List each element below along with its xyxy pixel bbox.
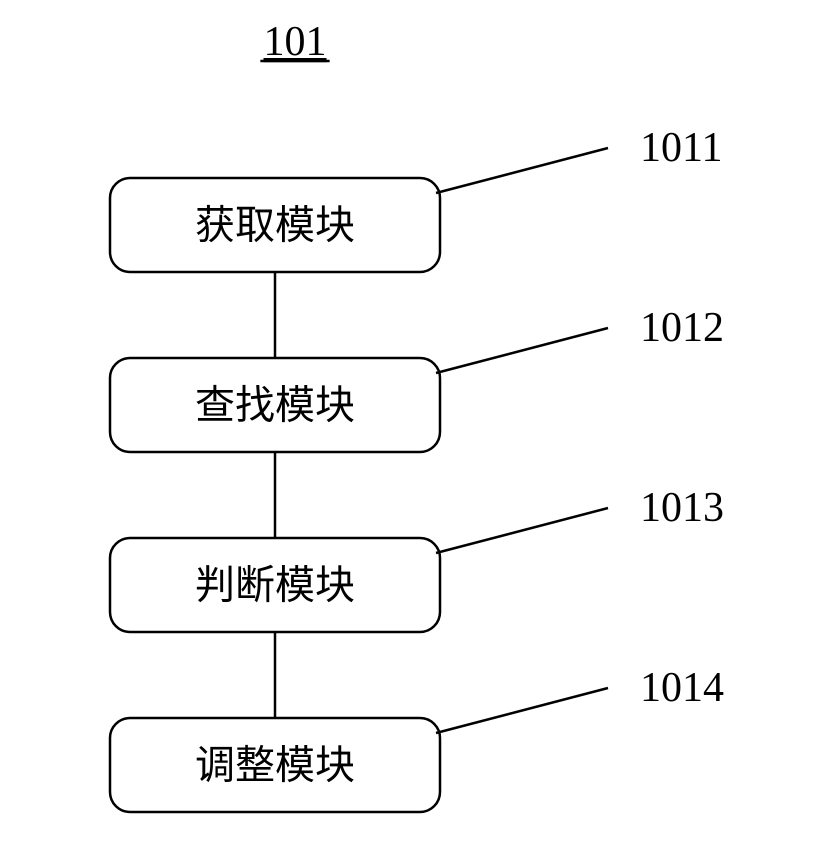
node-label: 获取模块 bbox=[195, 203, 355, 248]
ref-number: 1011 bbox=[640, 125, 722, 171]
figure-number: 101 bbox=[264, 19, 327, 65]
ref-number: 1014 bbox=[640, 665, 724, 711]
node-label: 判断模块 bbox=[195, 563, 355, 608]
ref-number: 1013 bbox=[640, 485, 724, 531]
node-label: 查找模块 bbox=[195, 383, 355, 428]
flow-diagram: 101 获取模块 1011 查找模块 1012 判断模块 1013 调整模块 1014 bbox=[0, 0, 831, 862]
ref-number: 1012 bbox=[640, 305, 724, 351]
node-label: 调整模块 bbox=[195, 743, 355, 788]
